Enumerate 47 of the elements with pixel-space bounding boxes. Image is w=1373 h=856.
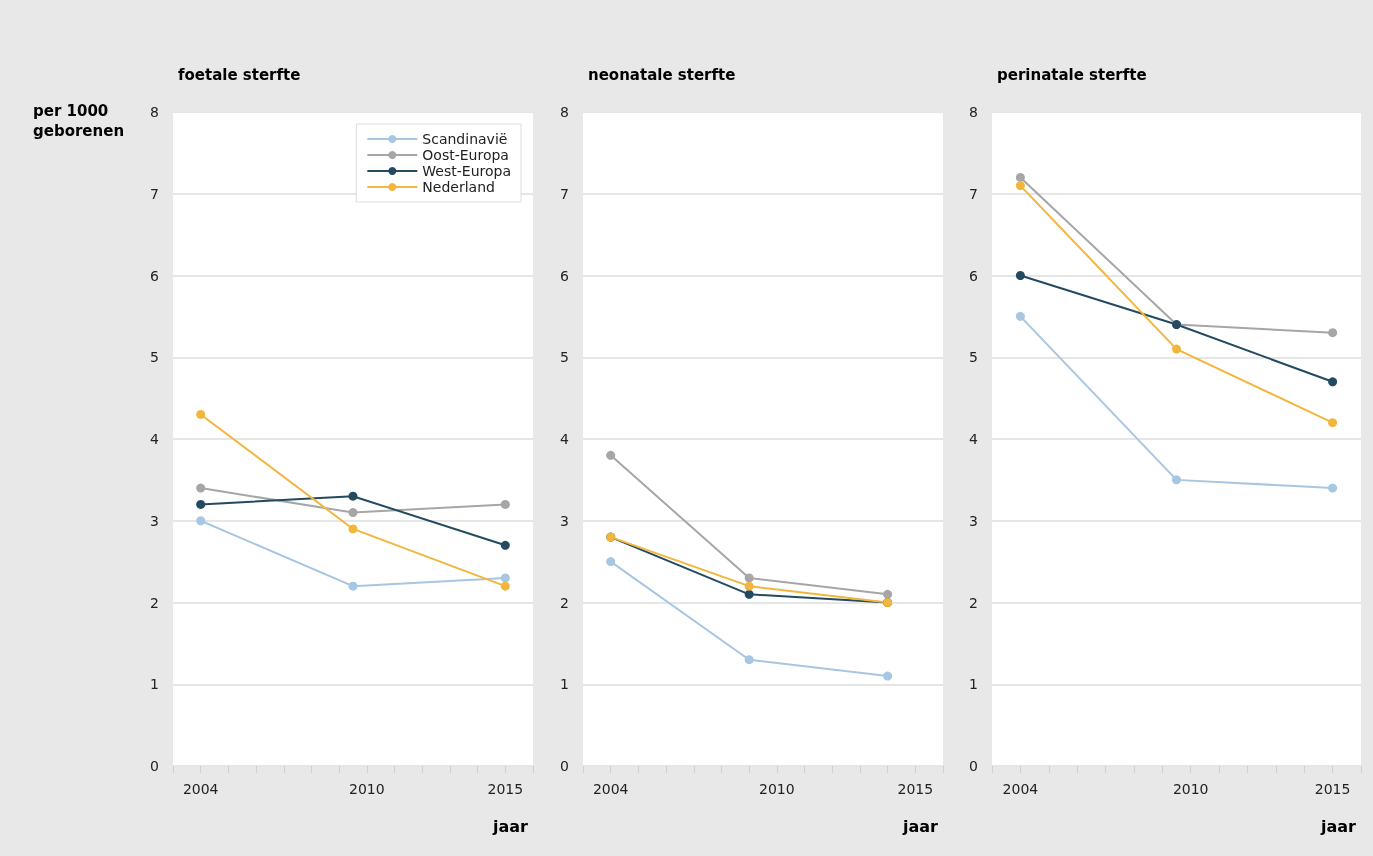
y-tick-label: 6 <box>560 267 570 284</box>
x-axis-title: jaar <box>902 816 939 836</box>
y-tick-label: 6 <box>150 267 160 284</box>
x-tick-label: 2010 <box>759 781 795 797</box>
legend-label: Scandinavië <box>422 131 508 147</box>
y-tick-label: 4 <box>969 431 979 447</box>
y-tick-label: 7 <box>969 185 978 202</box>
x-tick-label: 2015 <box>897 781 934 797</box>
x-tick-label: 2004 <box>182 781 219 797</box>
y-tick-label: 2 <box>150 594 159 611</box>
y-tick-label: 2 <box>969 594 978 611</box>
y-tick-label: 1 <box>150 676 159 693</box>
y-tick-label: 2 <box>560 594 569 611</box>
y-tick-label: 7 <box>150 185 159 202</box>
y-tick-label: 3 <box>969 512 978 529</box>
legend-label: West-Europa <box>422 163 511 179</box>
y-tick-label: 4 <box>560 431 570 447</box>
x-axis-title: jaar <box>1320 816 1357 836</box>
y-tick-label: 3 <box>560 512 569 529</box>
y-tick-label: 3 <box>150 512 159 529</box>
legend-label: Nederland <box>422 179 495 195</box>
y-tick-label: 6 <box>969 267 979 284</box>
y-tick-label: 7 <box>560 185 569 202</box>
y-tick-label: 8 <box>969 104 978 120</box>
y-tick-label: 5 <box>150 349 159 366</box>
x-tick-label: 2015 <box>487 781 524 797</box>
y-tick-label: 0 <box>150 758 159 774</box>
chart-title: perinatale sterfte <box>997 65 1147 84</box>
y-tick-label: 0 <box>560 758 569 774</box>
y-tick-label: 5 <box>560 349 569 366</box>
chart-title: neonatale sterfte <box>588 65 736 84</box>
y-tick-label: 8 <box>560 104 569 120</box>
y-tick-label: 4 <box>150 431 160 447</box>
y-tick-label: 5 <box>969 349 978 366</box>
x-tick-label: 2004 <box>1002 781 1039 797</box>
y-tick-label: 0 <box>969 758 978 774</box>
y-tick-label: 1 <box>560 676 569 693</box>
chart-title: foetale sterfte <box>178 65 301 84</box>
x-tick-label: 2015 <box>1314 781 1351 797</box>
x-tick-label: 2004 <box>592 781 629 797</box>
x-tick-label: 2010 <box>1172 781 1209 797</box>
y-tick-label: 8 <box>150 104 159 120</box>
x-axis-title: jaar <box>492 816 529 836</box>
y-tick-label: 1 <box>969 676 978 693</box>
y-axis-title: per 1000 geborenen <box>33 102 125 140</box>
x-tick-label: 2010 <box>349 781 385 797</box>
legend-label: Oost-Europa <box>422 147 509 163</box>
